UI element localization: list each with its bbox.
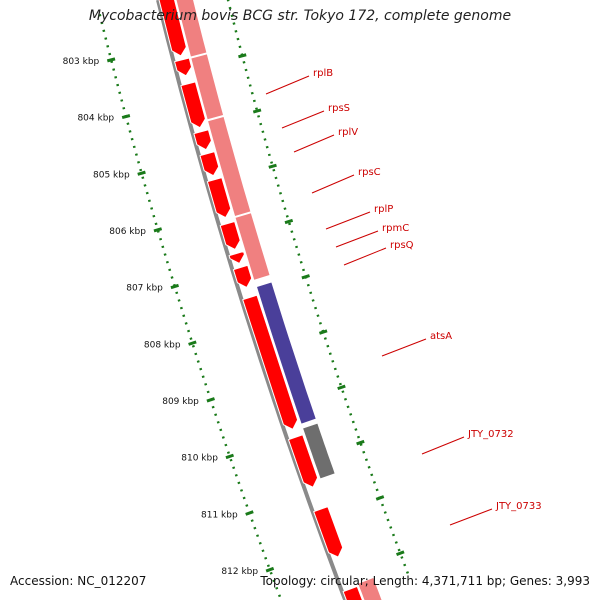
gene-leader-line — [325, 211, 371, 230]
atsA-block — [255, 281, 317, 425]
gene-leader-line — [449, 508, 493, 526]
gene-arrow — [219, 220, 241, 251]
scale-tick-outer — [252, 108, 262, 114]
accession-text: Accession: NC_012207 — [10, 574, 147, 588]
gene-arrow — [232, 264, 253, 289]
scale-tick-label: 803 kbp — [63, 57, 100, 67]
scale-tick-outer — [284, 218, 294, 225]
gene-label: JTY_0733 — [495, 501, 542, 512]
scale-tick — [206, 397, 215, 403]
scale-tick-label: 806 kbp — [109, 227, 146, 237]
scale-tick-label: 812 kbp — [221, 567, 258, 577]
gene-arrow — [193, 129, 212, 151]
scale-tick-outer — [238, 53, 247, 59]
scale-tick — [153, 227, 163, 233]
gene-leader-line — [335, 230, 379, 248]
operon-separator — [206, 114, 225, 122]
gene-arrow — [206, 176, 232, 219]
gene-label: rplB — [313, 68, 333, 79]
scale-tick — [265, 566, 275, 573]
operon-separator — [234, 211, 252, 219]
scale-tick — [245, 510, 254, 516]
gene-arrow — [228, 250, 245, 265]
genome-backbone — [156, 0, 348, 600]
backbone-track — [156, 0, 348, 600]
scale-tick-outer — [375, 495, 385, 501]
map-title: Mycobacterium bovis BCG str. Tokyo 172, … — [88, 8, 512, 24]
scale-tick — [121, 114, 131, 120]
gene-arrow — [342, 585, 363, 600]
scale-tick-outer — [318, 329, 328, 335]
gene-label: rpsC — [358, 167, 381, 178]
gene-labels: rplB rpsS rplV rpsC rplP rpmC rpsQ atsA JTY_0732… — [265, 68, 542, 526]
scale-tick-label: 804 kbp — [77, 114, 114, 124]
gene-label: rpsS — [328, 103, 350, 114]
gene-arrow — [173, 57, 193, 77]
gene-arrow — [287, 434, 319, 488]
gene-label: atsA — [430, 331, 452, 342]
scale-tick-label: 808 kbp — [144, 340, 181, 350]
gene-leader-line — [343, 247, 387, 266]
scale-tick-label: 809 kbp — [162, 397, 199, 407]
gene-leader-line — [281, 110, 325, 129]
scale-tick — [137, 170, 146, 176]
gene-arrow — [313, 505, 344, 558]
operon-band — [176, 0, 270, 280]
scale-tick-outer — [301, 274, 310, 280]
gene-label: rplV — [338, 127, 358, 138]
gene-leader-line — [311, 174, 355, 194]
scale-tick-outer — [337, 384, 346, 391]
operon-band-bottom — [358, 578, 382, 600]
gene-arrow — [180, 81, 206, 129]
gene-label: rpmC — [382, 223, 409, 234]
gene-leader-line — [265, 75, 310, 95]
scale-tick-outer — [356, 439, 365, 446]
scale-tick-label: 807 kbp — [126, 284, 163, 294]
scale-tick — [170, 283, 180, 290]
scale-tick — [106, 57, 116, 63]
feature-track — [158, 0, 382, 600]
gene-label: rpsQ — [390, 240, 414, 251]
scale-dotted-line-outer — [226, 0, 410, 577]
jty0732-block — [301, 422, 336, 480]
gene-leader-line — [421, 436, 465, 455]
operon-separator — [189, 52, 208, 59]
gene-leader-line — [381, 338, 427, 357]
gene-arrow — [242, 294, 299, 430]
scale-tick — [225, 453, 235, 460]
gene-label: JTY_0732 — [467, 429, 514, 440]
gene-label: rplP — [374, 204, 393, 215]
gene-leader-line — [293, 134, 335, 153]
scale-tick-label: 811 kbp — [201, 510, 238, 520]
scale-track: 803 kbp 804 kbp 805 kbp 806 kbp 807 kbp 808 k… — [63, 0, 410, 600]
scale-tick-label: 810 kbp — [181, 454, 218, 464]
genome-summary-text: Topology: circular; Length: 4,371,711 bp… — [260, 574, 590, 588]
gene-arrow — [199, 151, 220, 177]
gene-arrow — [158, 0, 187, 57]
scale-tick-outer — [268, 163, 277, 169]
scale-tick-label: 805 kbp — [93, 170, 130, 180]
scale-tick — [188, 340, 197, 346]
scale-tick-outer — [396, 550, 405, 557]
